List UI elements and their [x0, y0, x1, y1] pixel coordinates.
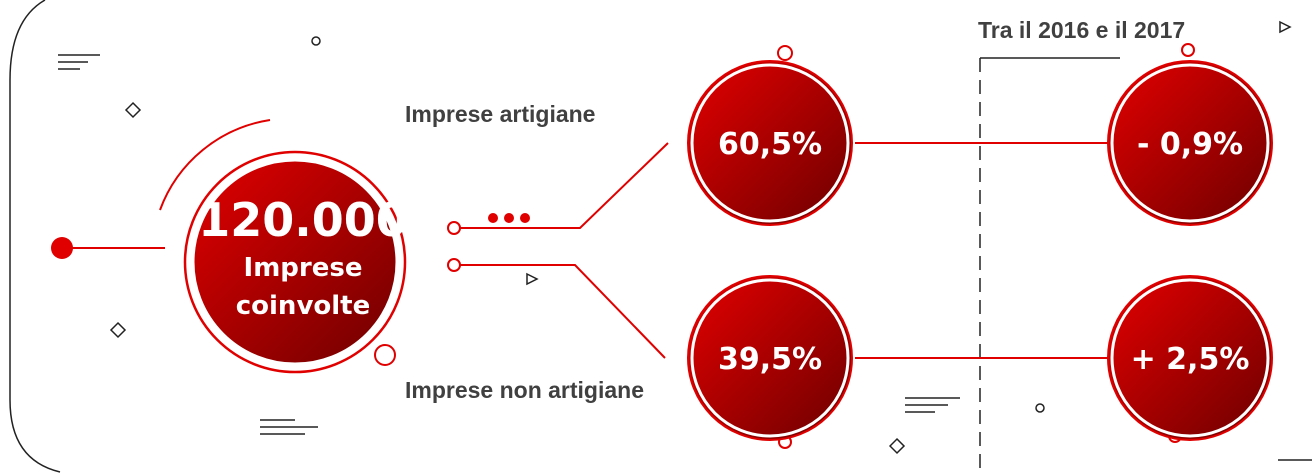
- circles: [51, 60, 1273, 441]
- branch-label: Imprese non artigiane: [405, 377, 644, 403]
- decor: [9, 0, 1312, 475]
- center-line: Imprese: [244, 253, 363, 283]
- center-value: 120.000: [198, 193, 408, 247]
- change: - 0,9%: [1137, 127, 1243, 162]
- branch-label: Imprese artigiane: [405, 101, 595, 127]
- center-line: coinvolte: [236, 291, 370, 321]
- share: 60,5%: [718, 127, 822, 162]
- change: + 2,5%: [1131, 342, 1250, 377]
- period: Tra il 2016 e il 2017: [978, 17, 1185, 43]
- share: 39,5%: [718, 342, 822, 377]
